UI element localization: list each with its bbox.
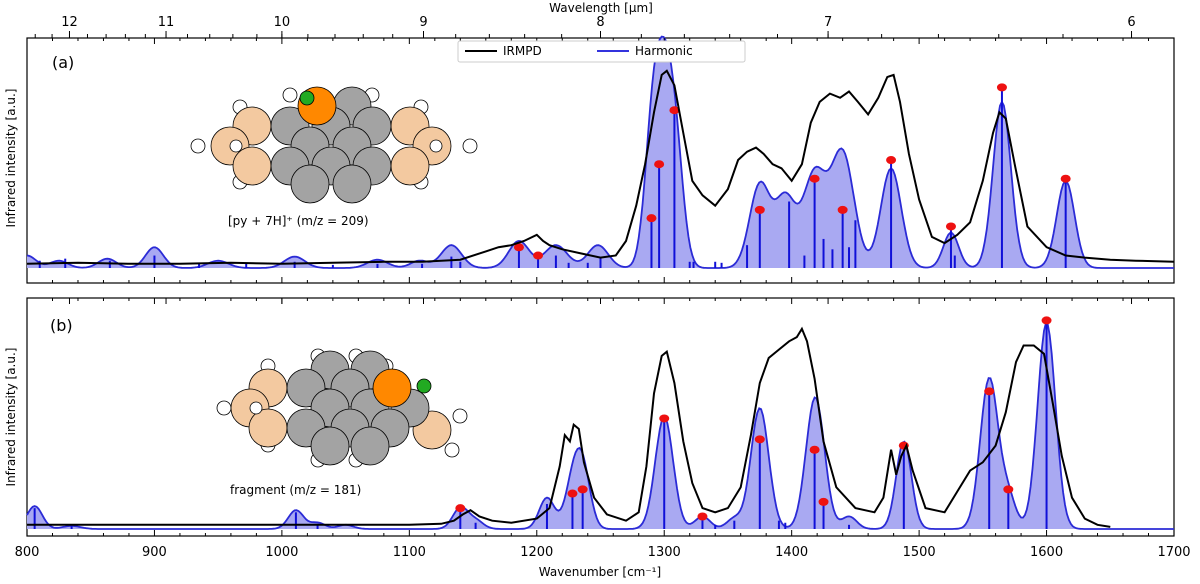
- mol-a-c-10: [290, 164, 330, 204]
- stick-marker-0-32: [837, 205, 848, 214]
- panel-b-plot: [26, 316, 1174, 530]
- molecule-b-diagram: fragment (m/z = 181): [216, 348, 468, 497]
- xtick-label-1000: 1000: [265, 545, 298, 560]
- panel-a-x-ticks: [26, 38, 1175, 283]
- molecule-a-diagram: [py + 7H]⁺ (m/z = 209): [190, 86, 478, 228]
- stick-marker-1-10: [697, 512, 708, 521]
- xtick-label-1300: 1300: [648, 545, 681, 560]
- panel-a-y-label: Infrared intensity [a.u.]: [4, 89, 18, 228]
- mol-a-h-1: [282, 87, 298, 103]
- stick-marker-0-39: [1060, 174, 1071, 183]
- top-tick-label-12: 12: [61, 15, 78, 30]
- mol-b-h-8: [444, 442, 460, 458]
- mol-b-ring-peach-3: [248, 408, 288, 448]
- xtick-label-1600: 1600: [1030, 545, 1063, 560]
- mol-a-h-inner-1: [229, 139, 243, 153]
- mol-a-c-11: [332, 164, 372, 204]
- panel-b-tag: (b): [50, 316, 73, 335]
- xtick-label-1500: 1500: [903, 545, 936, 560]
- stick-marker-0-18: [646, 214, 657, 223]
- legend: IRMPD Harmonic: [457, 40, 746, 63]
- stick-marker-0-26: [754, 205, 765, 214]
- mol-a-h-inner-2: [429, 139, 443, 153]
- mol-b-ring-orange: [372, 368, 412, 408]
- stick-marker-1-20: [984, 387, 995, 396]
- stick-marker-0-13: [533, 251, 544, 260]
- harmonic-line-1: [26, 321, 1174, 530]
- irmpd-line-0: [26, 69, 1175, 265]
- xtick-label-800: 800: [15, 545, 40, 560]
- mol-b-c-11: [310, 426, 350, 466]
- stick-marker-1-13: [754, 435, 765, 444]
- stick-marker-0-20: [669, 106, 680, 115]
- top-axis-title: Wavelength [μm]: [549, 1, 653, 15]
- stick-marker-1-17: [818, 497, 829, 506]
- xtick-label-1400: 1400: [775, 545, 808, 560]
- stick-marker-1-7: [567, 489, 578, 498]
- panel-a-frame: [26, 37, 1175, 284]
- xtick-label-1700: 1700: [1157, 545, 1190, 560]
- mol-a-h-5: [190, 138, 206, 154]
- mol-b-h-inner-1: [249, 401, 263, 415]
- top-tick-label-11: 11: [158, 15, 175, 30]
- molecule-a-label: [py + 7H]⁺ (m/z = 209): [228, 214, 369, 228]
- harmonic-fill-1: [27, 323, 1174, 529]
- mol-a-atom-green: [299, 90, 315, 106]
- top-tick-label-10: 10: [274, 15, 291, 30]
- stick-marker-0-12: [513, 243, 524, 252]
- stick-marker-1-16: [809, 445, 820, 454]
- stick-marker-0-29: [809, 174, 820, 183]
- x-axis-title: Wavenumber [cm⁻¹]: [539, 565, 661, 579]
- legend-harmonic-label: Harmonic: [635, 44, 693, 58]
- xtick-label-900: 900: [142, 545, 167, 560]
- top-tick-label-7: 7: [824, 15, 832, 30]
- mol-a-ring-peach-3: [232, 146, 272, 186]
- top-axis-ticks: 12 11 10 9 8 7 6: [34, 15, 1136, 304]
- mol-a-h-6: [462, 138, 478, 154]
- stick-marker-0-19: [654, 160, 665, 169]
- panel-b-x-ticks: 800 900 1000 1100 1200 1300 1400 1500 1600 1700: [15, 298, 1191, 560]
- mol-a-ring-peach-6: [390, 146, 430, 186]
- mol-b-c-12: [350, 426, 390, 466]
- stick-marker-0-35: [886, 156, 897, 165]
- panel-b: (b) Infrared intensity [a.u.] 800 900 1000…: [4, 297, 1191, 560]
- stick-marker-0-36: [945, 222, 956, 231]
- panel-b-frame: [26, 297, 1175, 537]
- legend-irmpd-label: IRMPD: [503, 44, 542, 58]
- mol-b-h-5: [216, 400, 232, 416]
- stick-marker-1-9: [659, 414, 670, 423]
- harmonic-fill-0: [27, 36, 1174, 268]
- panel-b-y-label: Infrared intensity [a.u.]: [4, 348, 18, 487]
- mol-b-atom-green: [416, 378, 432, 394]
- irmpd-line-1: [27, 326, 1111, 528]
- xtick-label-1200: 1200: [520, 545, 553, 560]
- stick-marker-1-4: [455, 504, 466, 513]
- top-tick-label-9: 9: [419, 15, 427, 30]
- mol-b-h-6: [452, 408, 468, 424]
- xtick-label-1100: 1100: [393, 545, 426, 560]
- panel-a-plot: [26, 35, 1175, 269]
- harmonic-line-0: [26, 35, 1174, 269]
- stick-marker-1-22: [1041, 316, 1052, 325]
- panel-a: (a) Infrared intensity [a.u.] IRMPD Harm…: [4, 35, 1175, 284]
- top-tick-label-6: 6: [1127, 15, 1135, 30]
- molecule-b-label: fragment (m/z = 181): [230, 483, 361, 497]
- stick-marker-1-21: [1003, 485, 1014, 494]
- stick-marker-1-8: [577, 485, 588, 494]
- panel-a-tag: (a): [52, 53, 74, 72]
- stick-marker-0-38: [996, 83, 1007, 92]
- top-tick-label-8: 8: [596, 15, 604, 30]
